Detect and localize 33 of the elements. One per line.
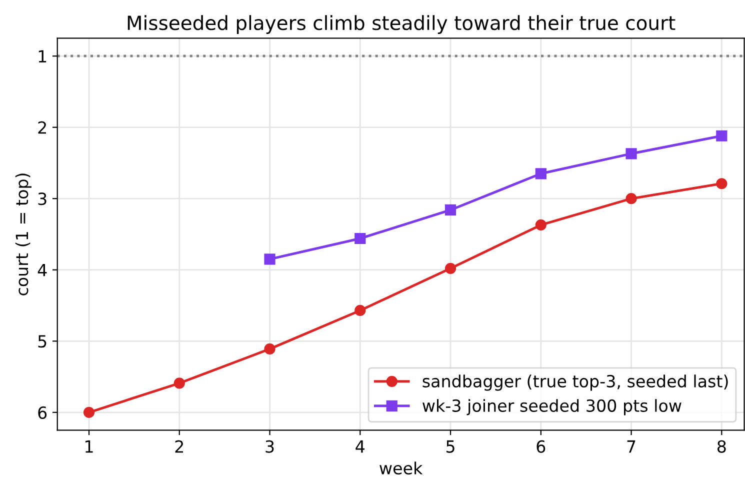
x-tick-label: 8	[717, 440, 726, 453]
point	[264, 254, 276, 265]
x-tick-label: 2	[175, 440, 184, 453]
point	[83, 406, 95, 418]
legend-label: wk-3 joiner seeded 300 pts low	[422, 399, 682, 416]
y-tick-label: 5	[38, 335, 46, 348]
point	[444, 262, 456, 274]
point	[264, 343, 276, 355]
x-tick-label: 3	[266, 440, 274, 453]
point	[354, 304, 366, 316]
y-axis-title: court (1 = top)	[15, 174, 32, 296]
y-tick-label: 6	[38, 406, 47, 419]
point	[716, 130, 728, 142]
point	[716, 178, 728, 190]
x-tick-label: 6	[536, 440, 546, 453]
chart-title: Misseeded players climb steadily toward their true court	[128, 15, 676, 34]
point	[444, 204, 456, 216]
x-tick-label: 5	[446, 440, 454, 453]
x-tick-label: 4	[356, 440, 365, 453]
point	[626, 193, 637, 204]
y-tick-label: 4	[38, 264, 47, 276]
y-tick-label: 2	[38, 121, 46, 134]
point	[535, 219, 546, 231]
point	[535, 168, 546, 180]
point	[626, 148, 637, 160]
x-axis-title: week	[380, 462, 423, 475]
x-tick-label: 1	[86, 440, 93, 453]
legend-label: sandbagger (true top-3, seeded last)	[422, 374, 728, 391]
x-tick-label: 7	[627, 440, 636, 453]
point	[174, 378, 185, 389]
y-tick-label: 1	[38, 50, 46, 62]
y-tick-label: 3	[38, 192, 46, 206]
point	[354, 232, 366, 244]
